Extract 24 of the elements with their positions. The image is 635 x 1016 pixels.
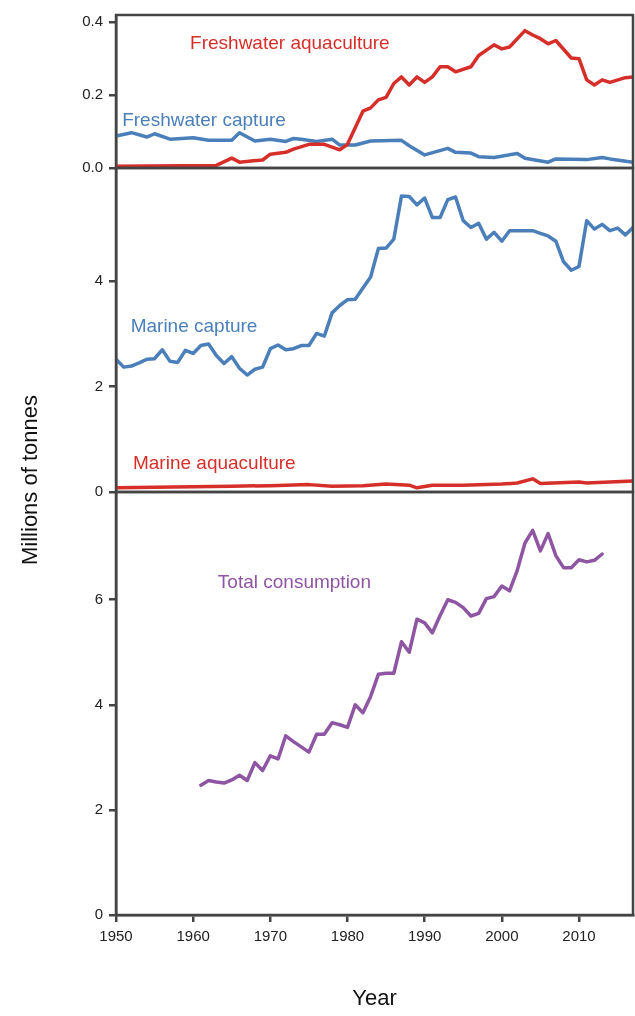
text: Total consumption [217, 571, 372, 593]
y-tick-label: 2 [94, 376, 103, 394]
x-tick-label: 1960 [176, 927, 210, 945]
series-label: Freshwater capture [122, 108, 286, 130]
x-axis-title: Year [352, 984, 397, 1010]
y-tick-label: 0 [94, 905, 103, 923]
x-tick-label: 1970 [253, 927, 288, 945]
y-tick-label: 0.2 [82, 85, 103, 103]
x-tick-label: 1980 [330, 927, 365, 945]
x-tick-label: 2010 [562, 927, 596, 945]
series-label: Marine capture [130, 314, 258, 336]
y-tick-label: 0 [94, 482, 103, 500]
series-label: Freshwater aquaculture [190, 32, 390, 54]
y-tick-label: 0.0 [82, 158, 103, 176]
y-tick-label: 6 [94, 589, 103, 607]
series-label: Marine aquaculture [132, 452, 296, 474]
y-axis-title: Millions of tonnes [17, 395, 43, 565]
x-tick-label: 2000 [485, 927, 519, 945]
y-tick-label: 4 [94, 694, 103, 712]
x-tick-label: 1990 [407, 927, 442, 945]
x-tick-label: 1950 [99, 927, 133, 945]
y-tick-label: 2 [94, 800, 103, 818]
y-tick-label: 0.4 [82, 12, 103, 30]
y-tick-label: 4 [94, 271, 103, 289]
